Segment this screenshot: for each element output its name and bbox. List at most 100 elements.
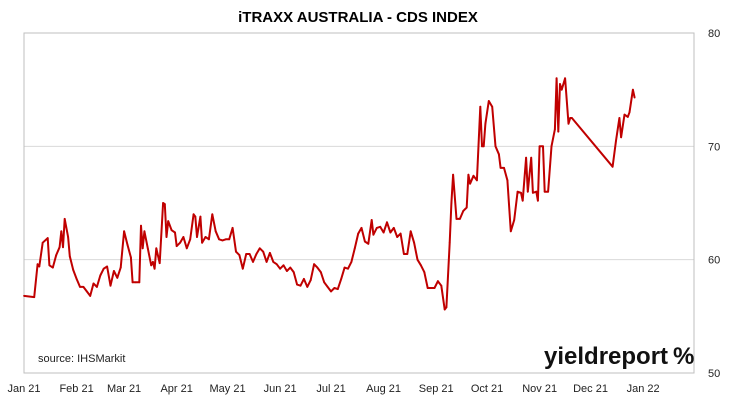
data-point	[513, 219, 516, 221]
data-point	[615, 139, 617, 142]
series-layer	[23, 77, 636, 311]
data-point	[38, 265, 41, 268]
data-point	[201, 241, 204, 244]
data-point	[623, 113, 626, 116]
data-point	[106, 265, 108, 268]
data-point	[224, 238, 227, 241]
data-point	[189, 238, 192, 241]
data-point	[51, 266, 54, 269]
data-point	[450, 202, 453, 204]
data-point	[557, 130, 560, 133]
data-point	[620, 136, 622, 139]
data-point	[194, 215, 197, 218]
data-point	[426, 287, 429, 289]
data-point	[538, 145, 541, 148]
data-point	[437, 280, 439, 283]
data-point	[23, 295, 25, 297]
data-point	[72, 269, 75, 271]
data-point	[430, 287, 432, 289]
data-point	[440, 284, 443, 287]
data-point	[399, 232, 402, 235]
data-point	[46, 237, 49, 240]
data-point	[367, 242, 370, 245]
x-tick-label: May 21	[210, 383, 246, 395]
data-point	[265, 261, 268, 263]
x-tick-label: Dec 21	[573, 383, 608, 395]
data-point	[559, 83, 561, 85]
data-point	[482, 145, 485, 148]
y-tick-label: 70	[708, 141, 720, 153]
data-point	[560, 88, 563, 91]
data-point	[455, 218, 458, 220]
data-point	[146, 247, 149, 250]
data-point	[89, 295, 92, 297]
data-point	[350, 261, 353, 263]
data-point	[487, 100, 490, 102]
data-point	[33, 296, 36, 298]
data-point	[550, 145, 553, 148]
data-point	[170, 229, 173, 232]
data-point	[141, 247, 144, 250]
data-point	[204, 236, 207, 238]
source-annotation: source: IHSMarkit	[38, 353, 125, 365]
data-point	[532, 191, 534, 194]
data-point	[286, 270, 288, 272]
x-tick-label: Feb 21	[59, 383, 93, 395]
data-point	[420, 264, 422, 267]
data-point	[618, 117, 621, 119]
data-point	[626, 116, 629, 118]
data-point	[409, 230, 412, 233]
data-point	[179, 241, 182, 244]
data-point	[292, 271, 295, 273]
data-point	[479, 105, 482, 108]
data-point	[340, 278, 343, 280]
data-point	[465, 206, 468, 209]
data-point	[313, 263, 315, 266]
data-point	[316, 266, 319, 269]
data-point	[199, 215, 202, 218]
data-point	[109, 284, 112, 287]
data-point	[476, 179, 478, 182]
data-point	[632, 88, 634, 91]
data-point	[214, 230, 217, 233]
data-point	[123, 230, 125, 233]
data-point	[535, 190, 538, 193]
data-point	[306, 286, 309, 288]
data-point	[498, 153, 500, 156]
data-point	[406, 253, 409, 255]
data-point	[323, 281, 326, 284]
x-tick-label: Aug 21	[366, 383, 401, 395]
data-point	[248, 253, 251, 255]
data-point	[41, 241, 44, 244]
data-point	[396, 236, 399, 238]
data-point	[174, 231, 176, 234]
data-point	[611, 165, 614, 168]
data-point	[330, 290, 332, 293]
data-point	[155, 247, 158, 250]
data-point	[138, 281, 141, 284]
data-point	[152, 261, 154, 263]
data-point	[135, 281, 137, 284]
data-point	[526, 190, 529, 193]
x-tick-label: Jan 21	[7, 383, 40, 395]
data-point	[309, 279, 312, 281]
data-point	[326, 286, 329, 288]
data-point	[319, 271, 322, 273]
data-point	[299, 284, 302, 287]
y-axis-ticks: 50 60 70 80	[708, 28, 720, 380]
data-point	[628, 111, 631, 114]
data-point	[547, 190, 549, 193]
plot-area-frame	[23, 32, 695, 374]
data-point	[462, 210, 465, 212]
data-point	[481, 145, 483, 148]
x-tick-label: Sep 21	[419, 383, 454, 395]
data-point	[75, 278, 78, 280]
x-tick-label: Jun 21	[264, 383, 297, 395]
data-point	[448, 241, 451, 244]
data-point	[382, 231, 385, 234]
data-point	[143, 230, 146, 233]
data-point	[484, 122, 487, 125]
data-point	[241, 267, 244, 270]
data-point	[392, 227, 395, 229]
